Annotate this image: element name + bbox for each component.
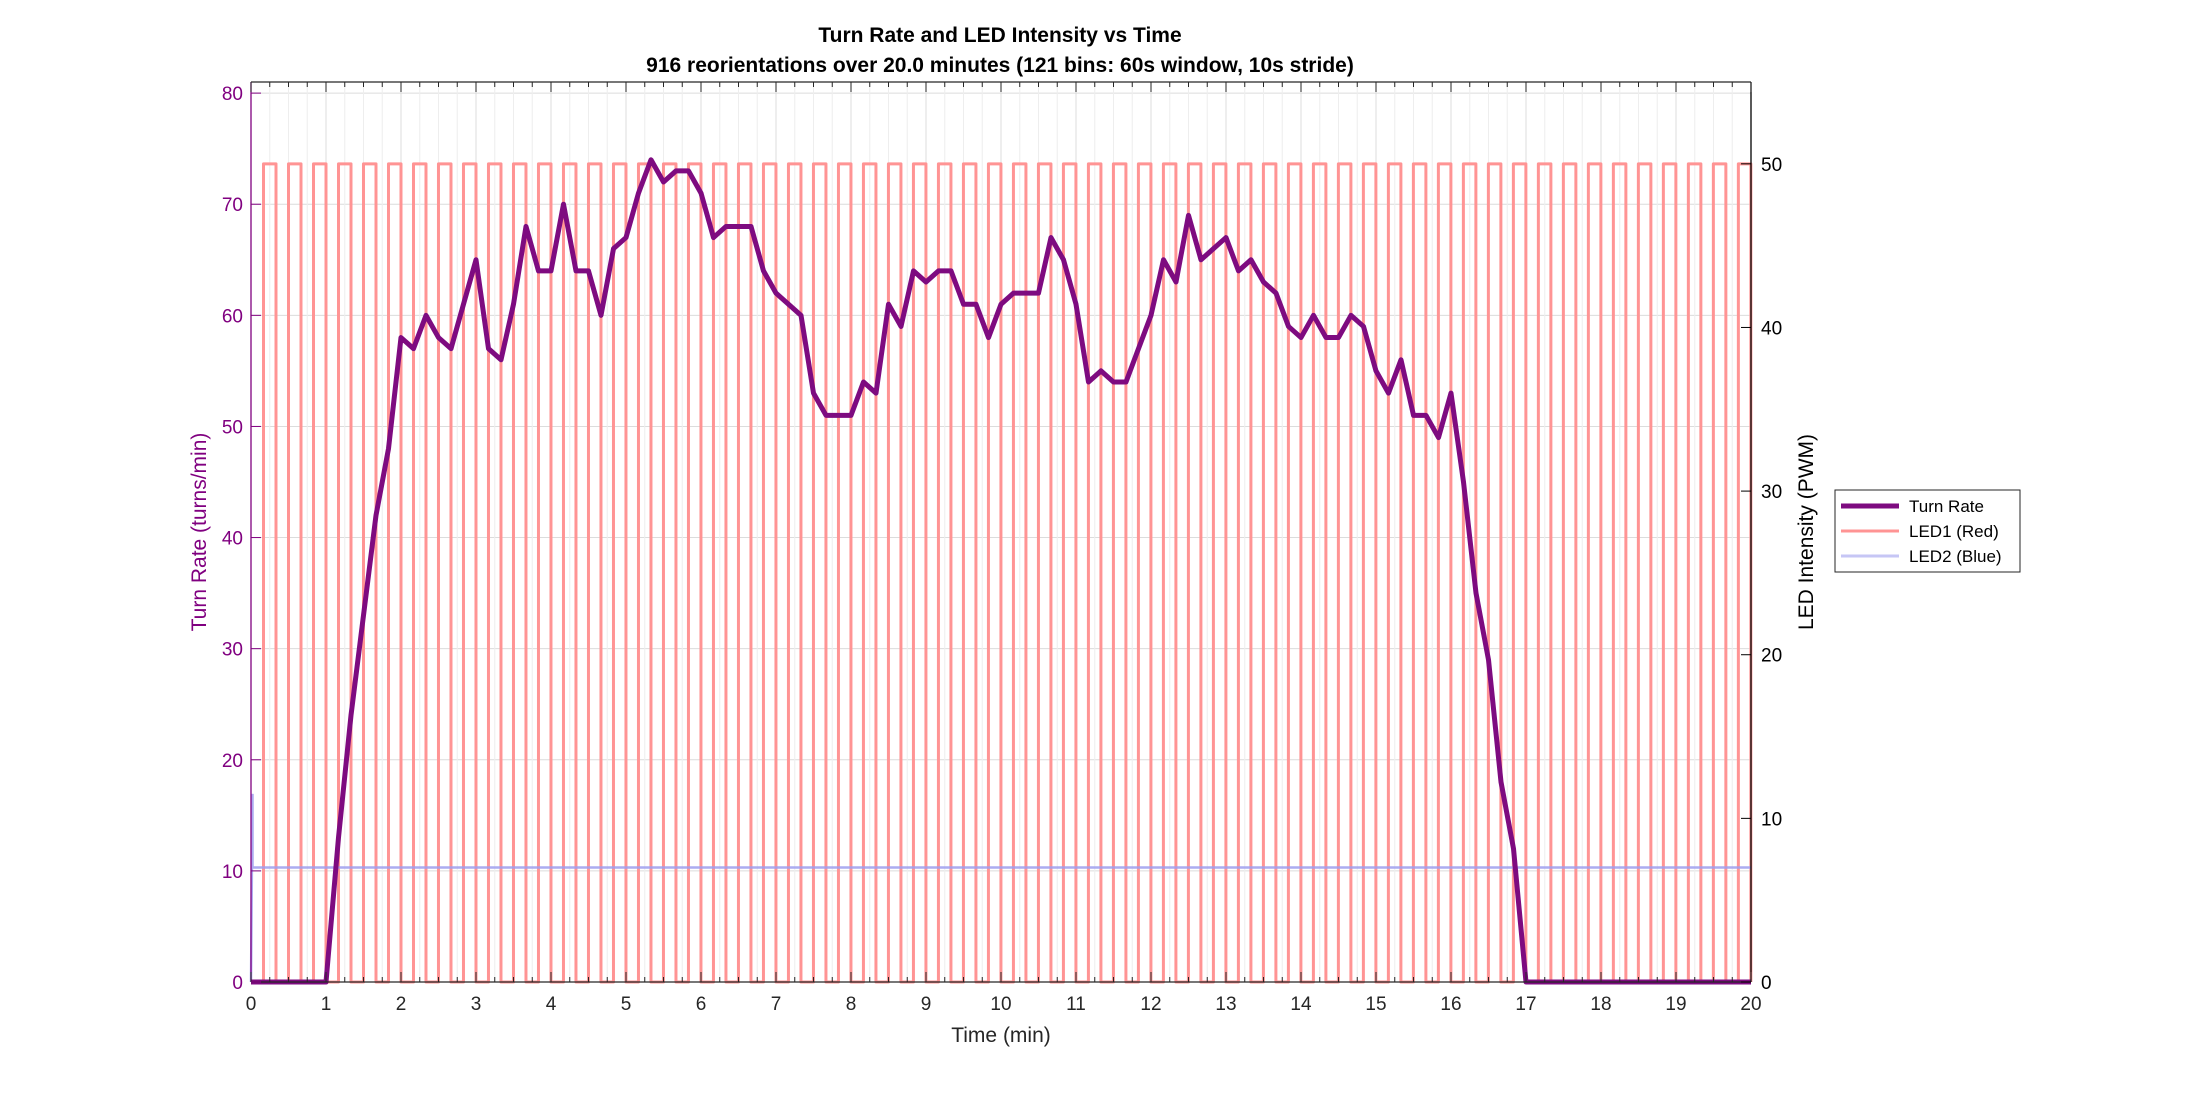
y-tick-label-left: 20	[222, 751, 243, 772]
x-tick-label: 7	[771, 994, 782, 1015]
led1-series	[251, 162, 1753, 984]
y-tick-label-left: 80	[222, 84, 243, 105]
x-tick-label: 19	[1665, 994, 1686, 1015]
y-tick-label-right: 20	[1761, 646, 1782, 667]
x-tick-label: 16	[1440, 994, 1461, 1015]
y-tick-label-left: 70	[222, 195, 243, 216]
y-tick-label-left: 50	[222, 417, 243, 438]
y-axis-label-right: LED Intensity (PWM)	[1795, 434, 1818, 630]
y-tick-label-right: 0	[1761, 973, 1772, 994]
axes: 0 1 2 3 4 5 6 7 8 9 10 11 12 13 14 15 16 17 18 19 2001020304…	[222, 81, 1782, 1015]
y-tick-label-right: 30	[1761, 482, 1782, 503]
x-tick-label: 6	[696, 994, 707, 1015]
chart-subtitle: 916 reorientations over 20.0 minutes (12…	[646, 54, 1354, 77]
x-tick-label: 10	[990, 994, 1011, 1015]
x-tick-label: 4	[546, 994, 557, 1015]
x-tick-label: 0	[246, 994, 257, 1015]
led2-line	[249, 793, 1751, 983]
legend-label: LED2 (Blue)	[1909, 547, 2002, 566]
y-tick-label-left: 30	[222, 640, 243, 661]
turn-rate-series	[251, 157, 1751, 985]
x-tick-label: 15	[1365, 994, 1386, 1015]
y-tick-label-right: 40	[1761, 318, 1782, 339]
x-tick-label: 5	[621, 994, 632, 1015]
x-tick-label: 17	[1515, 994, 1536, 1015]
legend: Turn Rate LED1 (Red) LED2 (Blue)	[1834, 489, 2021, 573]
x-tick-label: 20	[1740, 994, 1761, 1015]
y-tick-label-left: 40	[222, 529, 243, 550]
y-tick-label-right: 50	[1761, 155, 1782, 176]
legend-label: LED1 (Red)	[1909, 522, 1999, 541]
turn-rate-line	[251, 157, 1751, 985]
y-tick-label-left: 0	[232, 973, 243, 994]
x-axis-label: Time (min)	[951, 1024, 1051, 1047]
y-tick-label-left: 60	[222, 306, 243, 327]
led1-line	[251, 162, 1753, 984]
y-axis-label-left: Turn Rate (turns/min)	[188, 433, 211, 632]
y-tick-label-right: 10	[1761, 809, 1782, 830]
x-tick-label: 1	[321, 994, 332, 1015]
x-tick-label: 9	[921, 994, 932, 1015]
chart-title: Turn Rate and LED Intensity vs Time	[818, 24, 1181, 47]
x-tick-label: 8	[846, 994, 857, 1015]
x-tick-label: 13	[1215, 994, 1236, 1015]
x-tick-label: 12	[1140, 994, 1161, 1015]
x-tick-label: 2	[396, 994, 407, 1015]
legend-label: Turn Rate	[1909, 497, 1984, 516]
y-tick-label-left: 10	[222, 862, 243, 883]
x-tick-label: 11	[1066, 994, 1086, 1015]
led2-series	[249, 793, 1751, 983]
x-tick-label: 18	[1590, 994, 1611, 1015]
x-tick-label: 14	[1290, 994, 1312, 1015]
x-tick-label: 3	[471, 994, 482, 1015]
